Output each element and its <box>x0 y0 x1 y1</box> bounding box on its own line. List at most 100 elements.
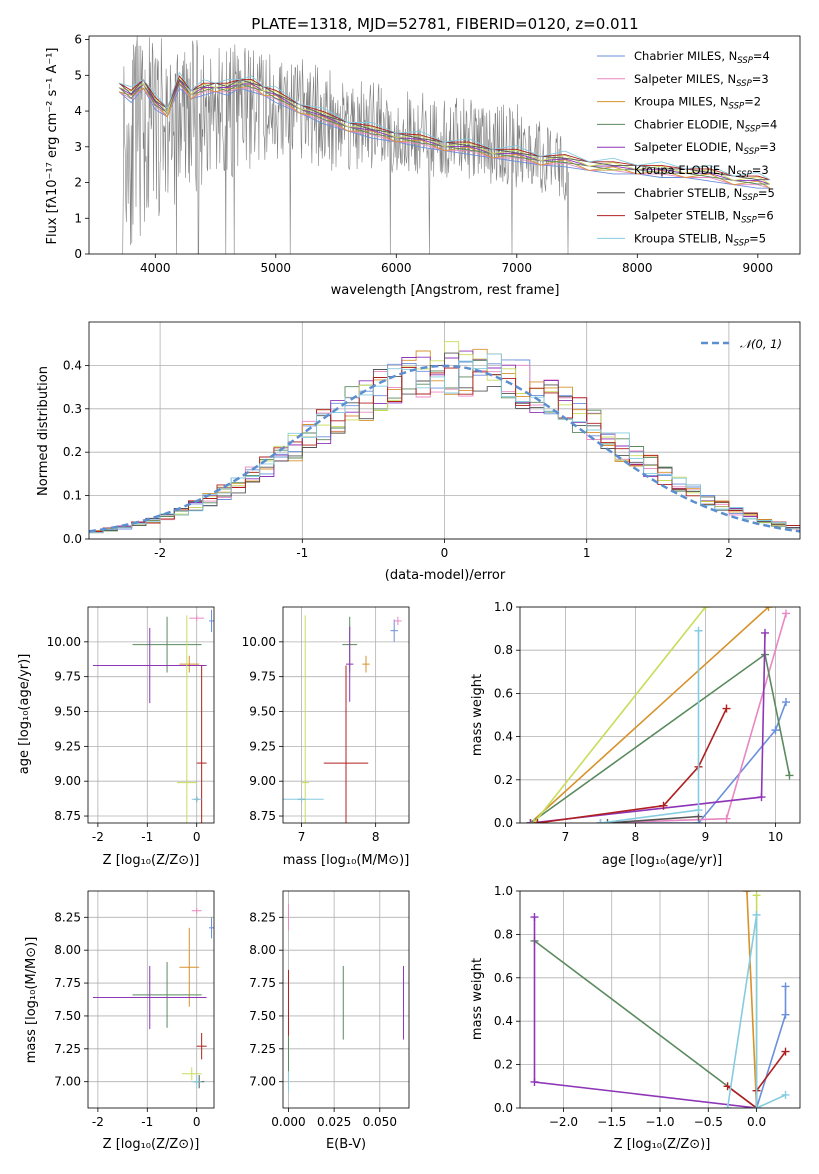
y-tick-label: 0.3 <box>63 402 82 416</box>
spectrum-title: PLATE=1318, MJD=52781, FIBERID=0120, z=0… <box>251 15 638 33</box>
x-tick-label: 1 <box>583 546 591 560</box>
legend-label-subscript: SSP <box>745 124 761 134</box>
axes-frame <box>88 321 801 540</box>
weight-line <box>600 701 787 823</box>
y-tick-label: 0.0 <box>494 1101 513 1115</box>
weight-marker <box>752 910 761 919</box>
legend-label-main: Kroupa ELODIE, N <box>634 163 736 177</box>
z-weight-xlabel: Z [log₁₀(Z/Z⊙)] <box>614 1137 711 1152</box>
x-tick-label: 9000 <box>743 261 774 275</box>
y-tick-label: 4 <box>74 104 82 118</box>
weight-marker <box>771 726 780 735</box>
age-weight-xlabel: age [log₁₀(age/yr)] <box>602 853 723 868</box>
spectrum-model-line <box>118 75 771 185</box>
y-tick-label: 0 <box>74 247 82 261</box>
legend-label-subscript: SSP <box>737 56 753 66</box>
weight-marker <box>742 891 751 895</box>
y-tick-label: 3 <box>74 140 82 154</box>
y-tick-label: 7.00 <box>249 1075 276 1089</box>
weight-marker <box>603 819 612 823</box>
weight-marker <box>757 793 766 802</box>
plot-area <box>118 36 771 254</box>
x-tick-label: 4000 <box>140 261 171 275</box>
legend-label-main: Salpeter MILES, N <box>634 72 736 86</box>
x-tick-label: −1.5 <box>597 1115 626 1129</box>
weight-marker <box>530 819 538 823</box>
weight-marker <box>596 819 605 823</box>
weight-marker <box>530 913 539 922</box>
y-tick-label: 9.25 <box>249 739 276 753</box>
y-tick-label: 9.00 <box>249 774 276 788</box>
x-tick-label: 7 <box>562 830 570 844</box>
y-tick-label: 0.2 <box>63 445 82 459</box>
y-tick-label: 1.0 <box>494 600 513 614</box>
legend-label-main: Salpeter STELIB, N <box>634 209 741 223</box>
panel-2: -2 -1 0 8.75 9.00 9.25 9.50 9.75 10.00 <box>47 606 215 844</box>
weight-line <box>534 940 758 1108</box>
plot-area <box>530 891 790 1108</box>
x-tick-label: -2 <box>92 1115 104 1129</box>
weight-marker <box>722 814 731 823</box>
x-tick-label: 9 <box>702 830 710 844</box>
panel-4: 7 8 9 10 0.0 0.2 0.4 0.6 0.8 1.0 <box>494 600 801 844</box>
legend-label-count: =5 <box>749 231 766 245</box>
weight-line <box>533 607 707 823</box>
spectrum-model-line <box>118 79 771 185</box>
plot-area <box>92 908 214 1089</box>
x-tick-label: 0.050 <box>363 1115 397 1129</box>
x-tick-label: 7000 <box>502 261 533 275</box>
legend-label-count: =4 <box>760 117 777 131</box>
x-tick-label: 8 <box>632 830 640 844</box>
y-tick-label: 0.2 <box>494 1058 513 1072</box>
panel-0: 4000 5000 6000 7000 8000 9000 0 1 2 3 4 5 6 Chabrier … <box>74 33 801 275</box>
y-tick-label: 9.75 <box>249 670 276 684</box>
y-tick-label: 9.50 <box>54 705 81 719</box>
y-tick-label: 0.2 <box>494 773 513 787</box>
legend-label-main: Chabrier MILES, N <box>634 49 737 63</box>
spectrum-model-line <box>118 87 770 189</box>
legend-label-count: =3 <box>759 140 776 154</box>
axes-frame <box>519 890 801 1109</box>
panel-7: −2.0 −1.5 −1.0 −0.5 0.0 0.0 0.2 0.4 0.6 0.8 1.0 <box>494 884 801 1129</box>
y-tick-label: 9.00 <box>54 774 81 788</box>
legend-label-subscript: SSP <box>741 216 757 226</box>
weight-marker <box>785 771 794 780</box>
axes-frame <box>519 606 801 824</box>
legend-label-subscript: SSP <box>734 238 750 248</box>
residual-xlabel: (data-model)/error <box>385 568 506 583</box>
x-tick-label: −0.5 <box>694 1115 723 1129</box>
y-tick-label: 7.25 <box>54 1042 81 1056</box>
weight-marker <box>694 806 703 815</box>
z-age-xlabel: Z [log₁₀(Z/Z⊙)] <box>103 853 200 868</box>
y-tick-label: 7.50 <box>249 1009 276 1023</box>
y-tick-label: 0.6 <box>494 971 513 985</box>
residual-ylabel: Normed distribution <box>36 366 51 496</box>
z-mass-xlabel: Z [log₁₀(Z/Z⊙)] <box>103 1137 200 1152</box>
histogram-step <box>89 366 800 532</box>
x-tick-label: 0.025 <box>317 1115 351 1129</box>
x-tick-label: −2.0 <box>549 1115 578 1129</box>
z-weight-ylabel: mass weight <box>470 958 485 1040</box>
x-tick-label: -2 <box>92 830 104 844</box>
axes-frame <box>282 606 410 824</box>
spectrum-model-line <box>118 75 771 181</box>
y-tick-label: 8.25 <box>249 910 276 924</box>
panel-3: 7 8 8.75 9.00 9.25 9.50 9.75 10.00 <box>242 606 410 844</box>
axes-frame <box>87 606 215 824</box>
legend-label-count: =3 <box>752 72 769 86</box>
age-weight-ylabel: mass weight <box>470 674 485 756</box>
legend-label-main: Kroupa STELIB, N <box>634 231 734 245</box>
weight-line <box>726 914 786 1108</box>
y-tick-label: 7.00 <box>54 1075 81 1089</box>
gaussian-reference <box>89 364 800 533</box>
panel-5: -2 -1 0 7.00 7.25 7.50 7.75 8.00 8.25 <box>54 890 215 1129</box>
legend-label-count: =5 <box>758 186 775 200</box>
weight-line <box>600 630 700 823</box>
x-tick-label: -1 <box>141 830 153 844</box>
y-tick-label: 0.0 <box>63 532 82 546</box>
legend-label: Chabrier STELIB, NSSP=5 <box>634 186 775 203</box>
x-tick-label: 8 <box>372 830 380 844</box>
y-tick-label: 0.8 <box>494 927 513 941</box>
legend-label-main: Chabrier ELODIE, N <box>634 117 745 131</box>
